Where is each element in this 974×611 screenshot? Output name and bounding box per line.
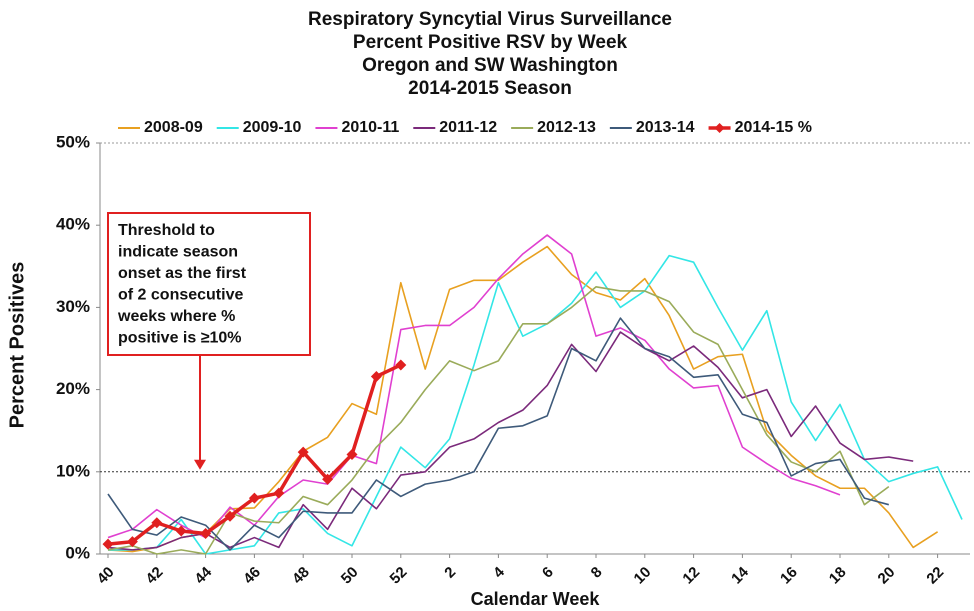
point-marker [395, 359, 407, 371]
annotation-text: of 2 consecutive [118, 287, 243, 304]
annotation-box [107, 212, 311, 356]
series-line [107, 317, 890, 551]
x-tick-label: 18 [826, 564, 850, 588]
x-tick-label: 44 [191, 563, 215, 587]
point-marker [126, 536, 138, 548]
point-marker [322, 473, 334, 485]
y-tick-label: 30% [56, 297, 90, 316]
legend-marker [714, 123, 725, 133]
x-tick-label: 2 [441, 564, 459, 582]
legend-label: 2013-14 [636, 119, 695, 136]
x-tick-label: 6 [539, 564, 557, 582]
x-tick-label: 40 [94, 564, 118, 588]
legend-label: 2012-13 [537, 119, 596, 136]
series-line [107, 245, 939, 553]
point-marker [151, 517, 163, 529]
annotation-text: weeks where % [117, 308, 235, 325]
point-marker [346, 449, 358, 461]
legend-label: 2014-15 % [735, 119, 812, 136]
point-marker [175, 525, 187, 537]
series-line [107, 331, 914, 551]
x-tick-label: 46 [240, 564, 264, 588]
chart-title: Oregon and SW Washington [362, 55, 618, 76]
point-marker [102, 538, 114, 550]
x-tick-label: 14 [728, 563, 752, 587]
y-tick-label: 40% [56, 215, 90, 234]
chart-title: Respiratory Syncytial Virus Surveillance [308, 9, 672, 30]
point-marker [224, 510, 236, 522]
chart-title: 2014-2015 Season [408, 78, 572, 99]
legend-label: 2011-12 [439, 119, 497, 136]
x-tick-label: 10 [631, 564, 655, 588]
series-line [108, 254, 963, 555]
x-tick-label: 4 [490, 563, 508, 581]
y-axis-title: Percent Positives [6, 262, 28, 429]
point-marker [297, 446, 309, 458]
point-marker [273, 487, 285, 499]
legend-label: 2008-09 [144, 119, 203, 136]
y-tick-label: 0% [65, 543, 90, 562]
point-marker [248, 492, 260, 504]
y-tick-label: 50% [56, 132, 90, 151]
x-tick-label: 52 [387, 564, 411, 588]
x-tick-label: 22 [923, 564, 947, 588]
x-axis-title: Calendar Week [471, 589, 601, 609]
x-tick-label: 12 [679, 564, 703, 588]
y-tick-label: 20% [56, 379, 90, 398]
x-tick-label: 42 [143, 564, 167, 588]
annotation-arrowhead [194, 459, 206, 470]
point-marker [200, 527, 212, 539]
annotation-text: indicate season [118, 244, 238, 261]
annotation-text: positive is ≥10% [118, 330, 242, 347]
x-tick-label: 48 [289, 564, 313, 588]
point-marker [370, 370, 382, 382]
x-tick-label: 20 [875, 564, 899, 588]
x-tick-label: 50 [338, 564, 362, 588]
legend-label: 2010-11 [341, 119, 399, 136]
x-tick-label: 8 [588, 564, 606, 582]
legend-label: 2009-10 [243, 119, 302, 136]
series-line [107, 234, 841, 539]
annotation-text: Threshold to [118, 222, 215, 239]
x-tick-label: 16 [777, 564, 801, 588]
y-tick-label: 10% [56, 461, 90, 480]
annotation-text: onset as the first [118, 265, 247, 282]
chart-title: Percent Positive RSV by Week [353, 32, 628, 53]
